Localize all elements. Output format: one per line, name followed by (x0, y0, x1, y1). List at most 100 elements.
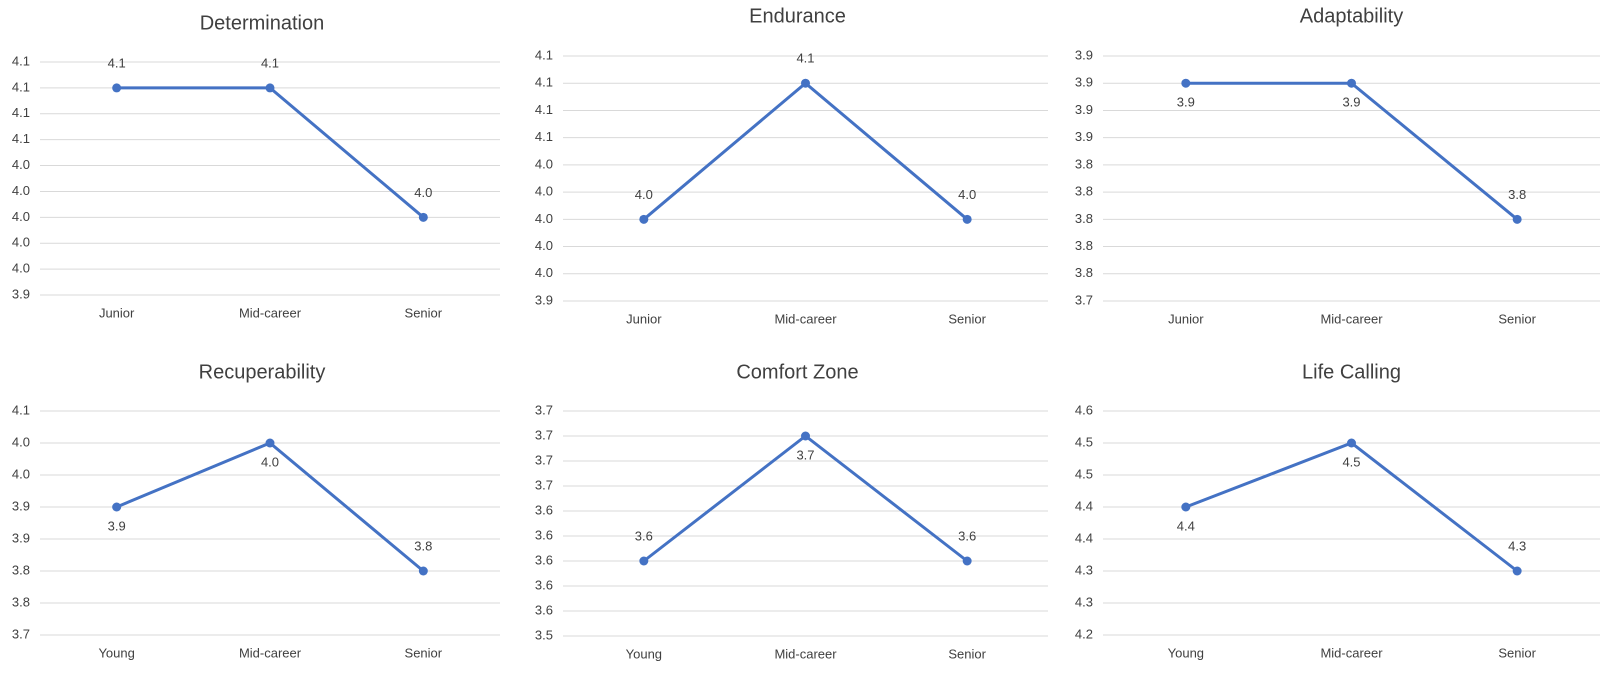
point (639, 214, 649, 224)
y-tick-label: 3.9 (12, 498, 30, 513)
y-tick-label: 3.8 (1075, 265, 1093, 280)
data-label: 3.8 (1508, 187, 1526, 202)
x-tick-label: Mid-career (1320, 645, 1383, 660)
y-tick-label: 3.6 (535, 552, 553, 567)
y-tick-label: 4.0 (12, 157, 30, 172)
data-label: 3.6 (958, 528, 976, 543)
x-tick-label: Senior (948, 646, 986, 661)
point (112, 83, 122, 93)
y-tick-label: 4.1 (12, 79, 30, 94)
x-tick-label: Mid-career (239, 645, 302, 660)
x-tick-label: Mid-career (239, 305, 302, 320)
point (1512, 214, 1522, 224)
point (1181, 502, 1191, 512)
x-tick-label: Young (98, 645, 134, 660)
line (642, 81, 969, 221)
y-tick-label: 3.7 (535, 477, 553, 492)
point (265, 83, 275, 93)
point (265, 438, 275, 448)
chart-title: Life Calling (1302, 361, 1401, 383)
y-tick-label: 4.4 (1075, 498, 1093, 513)
data-label: 3.9 (1342, 95, 1360, 110)
y-tick-label: 3.7 (535, 452, 553, 467)
data-label: 3.6 (635, 528, 653, 543)
y-tick-label: 4.1 (535, 102, 553, 117)
x-tick-label: Junior (626, 311, 662, 326)
point (1347, 438, 1356, 448)
y-tick-label: 3.9 (1075, 102, 1093, 117)
y-tick-label: 3.7 (12, 626, 30, 641)
chart-title: Recuperability (199, 361, 326, 383)
y-tick-label: 4.3 (1075, 594, 1093, 609)
point (1181, 78, 1191, 88)
data-label: 4.3 (1508, 538, 1526, 553)
y-tick-label: 4.1 (535, 47, 553, 62)
x-tick-label: Junior (1168, 311, 1204, 326)
x-tick-label: Senior (1498, 645, 1536, 660)
y-tick-label: 4.0 (535, 156, 553, 171)
y-tick-label: 3.8 (1075, 238, 1093, 253)
y-tick-label: 4.1 (12, 402, 30, 417)
point (1347, 78, 1356, 88)
y-tick-label: 4.0 (12, 209, 30, 224)
point (962, 214, 972, 224)
data-label: 3.7 (796, 447, 814, 462)
y-tick-label: 4.0 (535, 238, 553, 253)
y-tick-label: 4.0 (535, 211, 553, 226)
y-tick-label: 3.9 (1075, 129, 1093, 144)
y-tick-label: 3.9 (12, 286, 30, 301)
data-label: 4.0 (635, 187, 653, 202)
chart-title: Comfort Zone (736, 361, 858, 383)
y-tick-label: 4.6 (1075, 402, 1093, 417)
y-tick-label: 4.0 (12, 183, 30, 198)
y-tick-label: 4.1 (12, 53, 30, 68)
point (801, 431, 810, 441)
y-tick-label: 4.0 (12, 261, 30, 276)
y-tick-label: 3.9 (1075, 47, 1093, 62)
y-tick-label: 3.6 (535, 502, 553, 517)
y-tick-label: 3.8 (12, 594, 30, 609)
data-label: 3.9 (108, 518, 126, 533)
y-tick-label: 4.1 (535, 129, 553, 144)
chart-title: Adaptability (1300, 5, 1403, 27)
x-tick-label: Mid-career (1320, 311, 1383, 326)
point (801, 78, 810, 88)
x-tick-label: Mid-career (774, 646, 837, 661)
y-tick-label: 4.0 (535, 265, 553, 280)
y-tick-label: 3.6 (535, 527, 553, 542)
data-label: 3.8 (414, 538, 432, 553)
y-tick-label: 4.0 (12, 434, 30, 449)
data-label: 4.4 (1177, 518, 1195, 533)
data-label: 4.0 (261, 454, 279, 469)
x-tick-label: Senior (405, 305, 443, 320)
y-tick-label: 4.3 (1075, 562, 1093, 577)
data-label: 4.0 (414, 185, 432, 200)
y-tick-label: 3.7 (1075, 292, 1093, 307)
y-tick-label: 3.5 (535, 627, 553, 642)
data-label: 4.1 (261, 55, 279, 70)
y-tick-label: 4.2 (1075, 626, 1093, 641)
y-tick-label: 4.5 (1075, 466, 1093, 481)
x-tick-label: Young (626, 646, 662, 661)
y-tick-label: 4.4 (1075, 530, 1093, 545)
y-tick-label: 3.8 (12, 562, 30, 577)
y-tick-label: 3.9 (535, 292, 553, 307)
data-label: 3.9 (1177, 95, 1195, 110)
data-label: 4.5 (1342, 454, 1360, 469)
x-tick-label: Senior (1498, 311, 1536, 326)
y-tick-label: 3.9 (1075, 75, 1093, 90)
y-tick-label: 3.6 (535, 577, 553, 592)
chart-title: Endurance (749, 5, 846, 27)
y-tick-label: 4.5 (1075, 434, 1093, 449)
point (639, 556, 649, 566)
line (116, 86, 425, 219)
y-tick-label: 4.1 (12, 105, 30, 120)
y-tick-label: 3.8 (1075, 211, 1093, 226)
point (418, 212, 428, 222)
point (1512, 566, 1522, 576)
point (112, 502, 122, 512)
x-tick-label: Mid-career (774, 311, 837, 326)
y-tick-label: 4.0 (12, 235, 30, 250)
